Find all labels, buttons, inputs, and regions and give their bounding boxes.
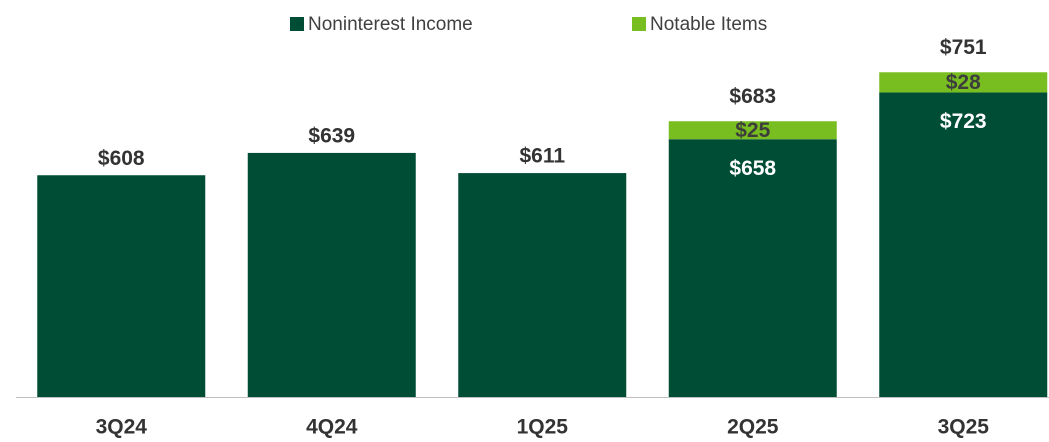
legend-swatch bbox=[290, 17, 304, 31]
total-label: $683 bbox=[729, 85, 776, 108]
value-label: $611 bbox=[519, 145, 565, 168]
x-tick-label: 4Q24 bbox=[306, 416, 358, 439]
x-tick-label: 3Q25 bbox=[938, 416, 990, 439]
legend-label: Notable Items bbox=[650, 14, 767, 35]
x-tick-label: 3Q24 bbox=[96, 416, 148, 439]
legend-swatch bbox=[632, 17, 646, 31]
x-tick-label: 1Q25 bbox=[517, 416, 569, 439]
bar bbox=[668, 121, 837, 140]
bar bbox=[668, 139, 837, 398]
bar bbox=[247, 152, 416, 397]
value-label: $639 bbox=[308, 124, 355, 147]
bar bbox=[879, 72, 1048, 93]
total-label: $751 bbox=[940, 36, 987, 59]
value-label: $723 bbox=[940, 110, 987, 133]
x-tick-label: 2Q25 bbox=[727, 416, 779, 439]
value-label: $28 bbox=[946, 71, 981, 94]
bar bbox=[879, 92, 1048, 397]
bar bbox=[37, 175, 206, 397]
bar bbox=[458, 173, 627, 397]
value-label: $25 bbox=[735, 119, 770, 142]
legend-label: Noninterest Income bbox=[308, 14, 473, 35]
value-label: $658 bbox=[729, 157, 776, 180]
value-label: $608 bbox=[98, 147, 145, 170]
